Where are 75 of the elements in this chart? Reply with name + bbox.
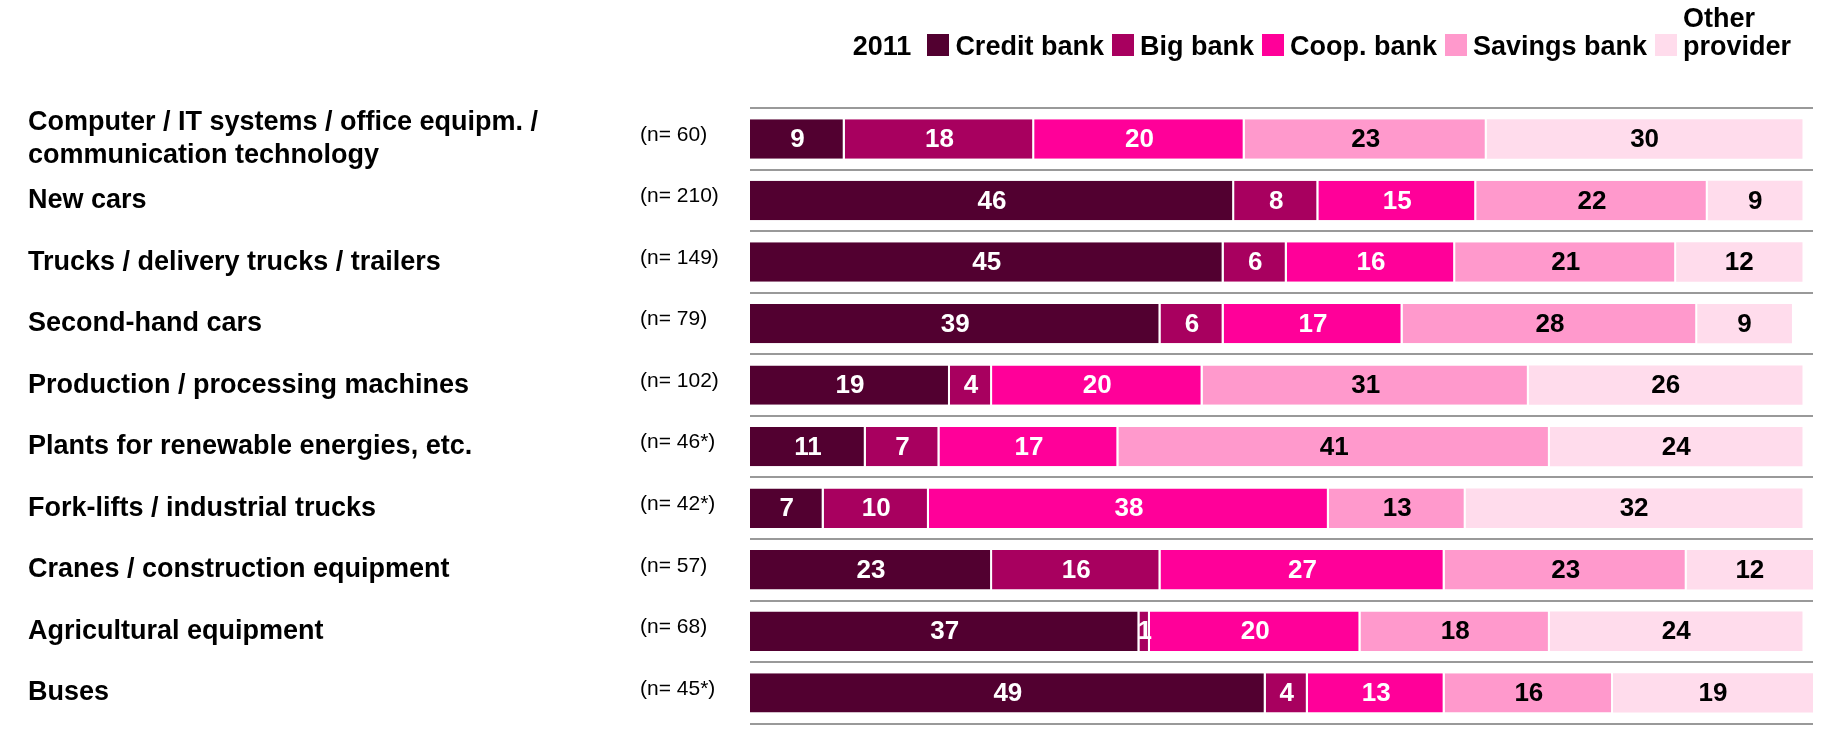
- text: (n= 79): [640, 306, 708, 330]
- data-label: 13: [1361, 677, 1391, 707]
- data-label: 27: [1288, 553, 1318, 584]
- text: (n= 210): [640, 183, 719, 207]
- y-tick-label: Trucks / delivery trucks / trailers: [28, 245, 441, 276]
- text: (n= 46*): [640, 429, 716, 453]
- data-label: 12: [1724, 246, 1754, 277]
- data-label: 23: [1351, 123, 1381, 154]
- data-label: 15: [1382, 184, 1412, 215]
- data-label: 20: [1082, 369, 1112, 400]
- data-label: 7: [779, 492, 795, 523]
- y-tick-label: Plants for renewable energies, etc.: [28, 430, 473, 461]
- y-tick-label: Agricultural equipment: [28, 614, 324, 645]
- text: (n= 45*): [640, 675, 716, 699]
- text: (n= 149): [640, 244, 719, 268]
- legend-label: Big bank: [1139, 31, 1254, 62]
- data-label: 18: [1440, 615, 1470, 646]
- data-label: 8: [1269, 184, 1284, 215]
- data-label: 9: [1747, 184, 1763, 215]
- text: (n= 102): [640, 367, 719, 391]
- data-label: 24: [1661, 430, 1692, 461]
- data-label: 28: [1535, 307, 1565, 338]
- data-label: 21: [1551, 246, 1581, 277]
- data-label: 6: [1247, 246, 1263, 277]
- data-label: 18: [924, 123, 954, 154]
- data-label: 17: [1298, 307, 1328, 338]
- data-label: 31: [1351, 369, 1381, 400]
- data-label: 9: [1737, 307, 1752, 338]
- data-label: 38: [1114, 492, 1144, 523]
- data-label: 17: [1014, 430, 1044, 461]
- data-label: 23: [856, 553, 886, 584]
- y-tick-label: New cars: [28, 183, 147, 214]
- y-tick-label: Buses: [28, 676, 110, 707]
- data-label: 16: [1356, 246, 1386, 277]
- data-label: 22: [1577, 184, 1607, 215]
- data-label: 11: [794, 430, 822, 461]
- data-label: 13: [1382, 492, 1412, 523]
- data-label: 19: [1698, 677, 1728, 707]
- data-label: 39: [940, 307, 970, 338]
- data-label: 19: [835, 369, 865, 400]
- data-label: 30: [1630, 123, 1660, 154]
- data-label: 24: [1661, 615, 1692, 646]
- data-label: 23: [1551, 553, 1581, 584]
- data-label: 37: [930, 615, 960, 646]
- legend-label: Credit bank: [955, 31, 1104, 62]
- legend-label: Savings bank: [1472, 31, 1647, 62]
- legend-title: 2011: [852, 31, 912, 62]
- y-tick-label: Second-hand cars: [28, 307, 263, 338]
- data-label: 20: [1240, 615, 1270, 646]
- data-label: 4: [963, 369, 979, 400]
- data-label: 16: [1061, 553, 1091, 584]
- data-label: 41: [1319, 430, 1349, 461]
- y-tick-label: Computer / IT systems / office equipm. / communication technology: [28, 106, 539, 169]
- data-label: 16: [1514, 677, 1544, 707]
- data-label: 4: [1279, 677, 1295, 707]
- y-tick-label: Fork-lifts / industrial trucks: [28, 491, 377, 522]
- text: (n= 68): [640, 614, 708, 638]
- data-label: 7: [895, 430, 910, 461]
- data-label: 12: [1735, 553, 1765, 584]
- legend-label: Coop. bank: [1289, 31, 1437, 62]
- data-label: 32: [1619, 492, 1649, 523]
- data-label: 9: [790, 123, 805, 154]
- data-label: 45: [972, 246, 1002, 277]
- data-label: 6: [1184, 307, 1200, 338]
- y-tick-label: Production / processing machines: [28, 368, 470, 399]
- data-label: 10: [861, 492, 891, 523]
- text: (n= 57): [640, 552, 708, 576]
- text: (n= 60): [640, 121, 708, 145]
- data-label: 20: [1124, 123, 1154, 154]
- data-label: 46: [977, 184, 1007, 215]
- y-tick-label: Cranes / construction equipment: [28, 553, 450, 584]
- text: (n= 42*): [640, 491, 716, 515]
- data-label: 49: [993, 677, 1023, 707]
- legend-label: Other provider: [1683, 3, 1793, 62]
- data-label: 26: [1651, 369, 1681, 400]
